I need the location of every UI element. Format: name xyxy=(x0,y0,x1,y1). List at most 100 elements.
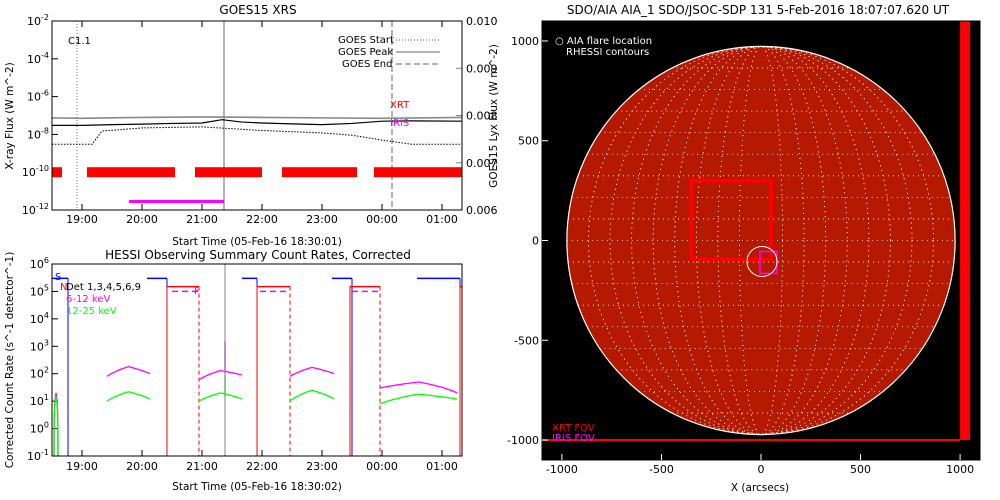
hessi-x-tick-label-1: 20:00 xyxy=(126,460,158,473)
hessi-y-tick-label-2-base: 10 xyxy=(30,395,44,408)
aia-legend-flare-text: AIA flare location xyxy=(567,36,652,47)
hessi-series-0-seg-3 xyxy=(289,366,335,377)
goes-y2-tick-label-4: 0.010 xyxy=(466,15,498,28)
goes-y2-tick-label-0: 0.006 xyxy=(466,204,498,217)
goes-title: GOES15 XRS xyxy=(219,3,296,17)
goes-xrt-bar-2 xyxy=(195,167,262,178)
goes-iris-label: IRIS xyxy=(390,118,409,129)
goes-y-tick-label-3-base: 10 xyxy=(27,91,41,104)
goes-x-tick-label-5: 00:00 xyxy=(366,213,398,226)
goes-y-tick-label-0: 10-12 xyxy=(22,202,49,217)
hessi-x-tick-label-5: 00:00 xyxy=(366,460,398,473)
goes-y2label: GOES15 Lyx Flux (W m^-2) xyxy=(488,44,500,188)
hessi-plot-area: 19:00 20:00 21:00 22:00 23:00 00:00 01:0010-11… xyxy=(27,256,463,473)
aia-xlabel: X (arcsecs) xyxy=(731,482,789,494)
hessi-panel: HESSI Observing Summary Count Rates, Cor… xyxy=(4,248,463,493)
hessi-x-tick-label-0: 19:00 xyxy=(66,460,98,473)
hessi-flag-f: F xyxy=(194,286,200,297)
goes-series-short xyxy=(52,126,462,145)
goes-y-tick-label-1-exp: -10 xyxy=(36,164,49,173)
goes-ylabel: X-ray Flux (W m^-2) xyxy=(4,62,16,169)
hessi-y-tick-label-3-exp: 2 xyxy=(44,366,49,375)
hessi-y-tick-label-0: 10-1 xyxy=(27,448,49,463)
aia-flare-marker xyxy=(746,245,778,277)
goes-plot-area: 19:00 20:00 21:00 22:00 23:00 00:00 01:0010-12… xyxy=(22,13,498,226)
aia-grid xyxy=(566,45,956,436)
hessi-legend-dets: Det 1,3,4,5,6,9 xyxy=(66,282,141,293)
goes-x-tick-label-2: 21:00 xyxy=(186,213,218,226)
goes-y-tick-label-1: 10-10 xyxy=(22,164,49,179)
hessi-y-tick-label-6: 105 xyxy=(30,283,49,298)
goes-legend-end: GOES End xyxy=(342,59,392,70)
goes-x-tick-label-6: 01:00 xyxy=(426,213,458,226)
hessi-y-tick-label-4-base: 10 xyxy=(30,340,44,353)
goes-xrt-bar-0 xyxy=(52,167,62,178)
hessi-series-1-seg-2 xyxy=(198,392,243,402)
goes-y-tick-label-4: 10-4 xyxy=(27,51,49,66)
hessi-legend-ch1: 6-12 keV xyxy=(66,294,110,305)
goes-series-long xyxy=(52,119,463,126)
aia-grid-lon-1 xyxy=(739,45,783,436)
hessi-y-tick-label-2: 101 xyxy=(30,393,49,408)
aia-y-tick-label-2: 0 xyxy=(532,235,539,248)
hessi-series-1-seg-1 xyxy=(106,391,151,402)
aia-x-tick-label-4: 1000 xyxy=(946,463,974,476)
goes-y-tick-label-3: 10-6 xyxy=(27,89,49,104)
hessi-frame xyxy=(51,263,463,457)
goes-y-tick-label-4-exp: -4 xyxy=(41,51,49,60)
aia-xrt-fov-label: XRT FOV xyxy=(552,423,595,434)
hessi-y-tick-label-7-base: 10 xyxy=(30,258,44,271)
aia-grid-lon-8 xyxy=(588,45,934,436)
goes-y-tick-label-5-exp: -2 xyxy=(41,13,49,22)
goes-legend: GOES Start GOES Peak GOES End xyxy=(338,35,440,70)
hessi-y-tick-label-4-exp: 3 xyxy=(44,338,49,347)
hessi-y-tick-label-1: 100 xyxy=(30,421,49,436)
goes-series-lyx xyxy=(51,116,463,120)
hessi-ylabel: Corrected Count Rate (s^-1 detector^-1) xyxy=(4,252,16,469)
goes-y-tick-label-2: 10-8 xyxy=(27,126,49,141)
goes-flare-label: C1.1 xyxy=(68,36,91,47)
aia-x-tick-label-2: 0 xyxy=(758,463,765,476)
aia-y-tick-label-4: 1000 xyxy=(511,35,539,48)
hessi-series-0-seg-4 xyxy=(379,381,458,394)
aia-legend-flare: ○ AIA flare location xyxy=(555,36,652,47)
goes-y2-tick-label-2: 0.008 xyxy=(466,110,498,123)
aia-legend-rhessi: RHESSI contours xyxy=(566,47,649,58)
goes-y-tick-label-0-exp: -12 xyxy=(36,202,49,211)
hessi-title: HESSI Observing Summary Count Rates, Cor… xyxy=(105,248,411,262)
hessi-y-tick-label-0-base: 10 xyxy=(27,450,41,463)
aia-limb xyxy=(566,45,956,436)
hessi-y-tick-label-1-exp: 0 xyxy=(44,421,49,430)
hessi-series-1-seg-4 xyxy=(379,393,458,405)
aia-title: SDO/AIA AIA_1 SDO/JSOC-SDP 131 5-Feb-201… xyxy=(567,3,950,17)
goes-y2-tick-label-1: 0.007 xyxy=(466,157,498,170)
goes-x-tick-label-0: 19:00 xyxy=(66,213,98,226)
hessi-flag-s: S xyxy=(55,272,61,283)
hessi-y-tick-label-0-exp: -1 xyxy=(41,448,49,457)
hessi-x-tick-label-6: 01:00 xyxy=(426,460,458,473)
hessi-y-tick-label-5-base: 10 xyxy=(30,313,44,326)
goes-y-tick-label-5-base: 10 xyxy=(27,15,41,28)
aia-plot-area: -1000 -500 0 500 1000 -1000 -500 0 500 1000 xyxy=(507,20,981,476)
hessi-x-tick-label-3: 22:00 xyxy=(246,460,278,473)
goes-legend-start: GOES Start xyxy=(338,35,394,46)
goes-xlabel: Start Time (05-Feb-16 18:30:01) xyxy=(172,236,342,248)
goes-x-tick-label-1: 20:00 xyxy=(126,213,158,226)
hessi-series-1-seg-3 xyxy=(289,389,335,402)
hessi-y-tick-label-4: 103 xyxy=(30,338,49,353)
hessi-y-tick-label-1-base: 10 xyxy=(30,423,44,436)
goes-xrt-bar-1 xyxy=(87,167,175,178)
hessi-series-1-seg-0 xyxy=(53,396,59,457)
hessi-y-tick-label-7-exp: 6 xyxy=(44,256,49,265)
goes-y-tick-label-4-base: 10 xyxy=(27,53,41,66)
hessi-series-0-seg-1 xyxy=(106,366,151,377)
aia-xrt-fov-box xyxy=(689,178,773,262)
goes-iris-bar-0 xyxy=(129,200,224,203)
aia-y-tick-label-0: -1000 xyxy=(507,434,539,447)
goes-xrt-label: XRT xyxy=(390,100,410,111)
aia-legend-flare-icon: ○ xyxy=(555,36,567,47)
hessi-y-tick-label-3-base: 10 xyxy=(30,368,44,381)
aia-y-tick-label-1: -500 xyxy=(514,334,539,347)
hessi-flag-n: N xyxy=(60,282,67,293)
hessi-legend-ch2: 12-25 keV xyxy=(66,306,117,317)
